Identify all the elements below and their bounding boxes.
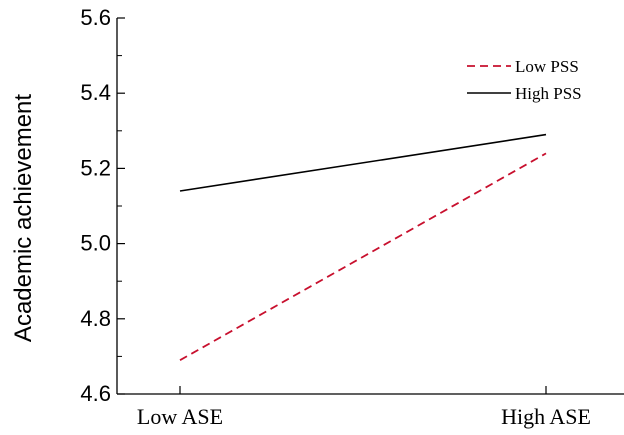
y-tick-label: 5.2 (80, 155, 111, 180)
axes: 4.6 4.8 5.0 5.2 5.4 5.6 Low ASE High ASE (80, 5, 624, 429)
series-layer (179, 133, 547, 361)
series-line-low-pss (179, 152, 547, 361)
legend-label: High PSS (515, 84, 582, 103)
y-axis-label: Academic achievement (10, 94, 37, 342)
y-tick-label: 5.4 (80, 80, 111, 105)
series-line-high-pss (179, 133, 547, 192)
y-tick-label: 4.6 (80, 381, 111, 406)
y-tick-label: 5.0 (80, 231, 111, 256)
x-tick-label: High ASE (501, 404, 591, 429)
legend-label: Low PSS (515, 57, 579, 76)
y-tick-label: 5.6 (80, 5, 111, 30)
legend: Low PSS High PSS (467, 57, 582, 103)
y-tick-label: 4.8 (80, 306, 111, 331)
x-tick-label: Low ASE (137, 404, 223, 429)
